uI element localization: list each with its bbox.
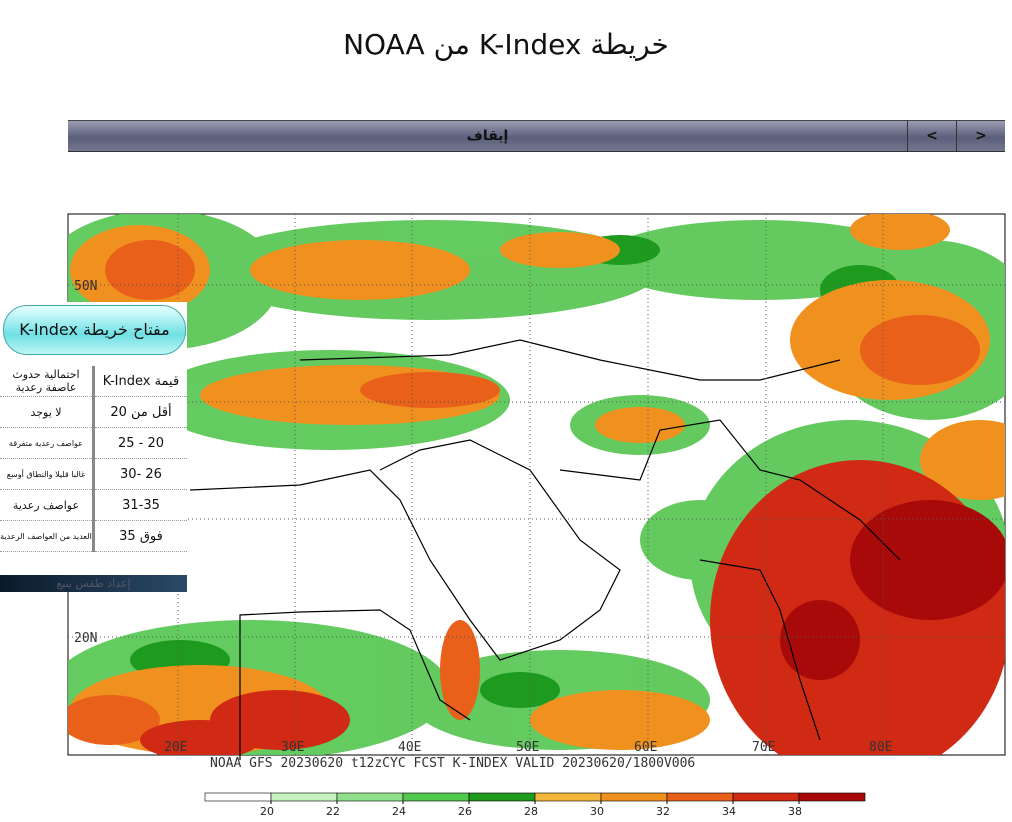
lon-label: 50E [516, 740, 539, 755]
colorbar-label: 34 [722, 805, 736, 818]
title: خريطة K-Index من NOAA [343, 28, 669, 61]
legend-value: 20 - 25 [92, 427, 187, 459]
legend-header: قيمة K-Index [92, 366, 187, 397]
coastlines [189, 339, 901, 760]
colorbar-segment [468, 792, 536, 802]
colorbar-segment [402, 792, 470, 802]
colorbar-label: 30 [590, 805, 604, 818]
colorbar-label: 20 [260, 805, 274, 818]
prev-button[interactable]: < [907, 121, 956, 151]
colorbar-segment [534, 792, 602, 802]
legend-table: قيمة K-Index احتمالية حدوث عاصفة رعدية أق… [0, 366, 187, 552]
colorbar-label: 24 [392, 805, 406, 818]
legend-panel: مفتاح خريطة K-Index قيمة K-Index احتمالية… [0, 302, 187, 592]
legend-desc: العديد من العواصف الرعدية [0, 520, 94, 552]
map-caption: NOAA GFS 20230620 t12zCYC FCST K-INDEX V… [210, 756, 695, 771]
colorbar-segment [798, 792, 866, 802]
lon-label: 80E [869, 740, 892, 755]
colorbar-segment [666, 792, 734, 802]
colorbar-segment [732, 792, 800, 802]
colorbar-segment [600, 792, 668, 802]
legend-value: فوق 35 [92, 520, 187, 552]
next-button[interactable]: > [956, 121, 1005, 151]
colorbar-segment [336, 792, 404, 802]
colorbar-label: 38 [788, 805, 802, 818]
legend-title: مفتاح خريطة K-Index [3, 305, 186, 355]
legend-footer: إعداد طقس ينبع [0, 575, 187, 592]
lat-label: 20N [74, 631, 97, 646]
legend-desc: عواصف رعدية [0, 489, 94, 521]
colorbar-label: 32 [656, 805, 670, 818]
stop-button[interactable]: إيقاف [466, 128, 509, 144]
legend-header: احتمالية حدوث عاصفة رعدية [0, 366, 94, 397]
lon-label: 70E [752, 740, 775, 755]
lon-label: 20E [164, 740, 187, 755]
lon-label: 40E [398, 740, 421, 755]
legend-desc: عواصف رعدية متفرقة [0, 427, 94, 459]
lon-label: 60E [634, 740, 657, 755]
legend-desc: غالبا قليلا والنطاق أوسع [0, 458, 94, 490]
lon-label: 30E [281, 740, 304, 755]
legend-value: أقل من 20 [92, 396, 187, 428]
colorbar-label: 28 [524, 805, 538, 818]
colorbar-segment [204, 792, 272, 802]
k-index-field [68, 214, 1005, 755]
colorbar-segment [270, 792, 338, 802]
legend-value: 26 -30 [92, 458, 187, 490]
animation-controls: إيقاف < > [68, 120, 1005, 152]
legend-value: 31-35 [92, 489, 187, 521]
colorbar-label: 22 [326, 805, 340, 818]
colorbar-label: 26 [458, 805, 472, 818]
lat-label: 50N [74, 279, 97, 294]
legend-desc: لا يوجد [0, 396, 94, 428]
